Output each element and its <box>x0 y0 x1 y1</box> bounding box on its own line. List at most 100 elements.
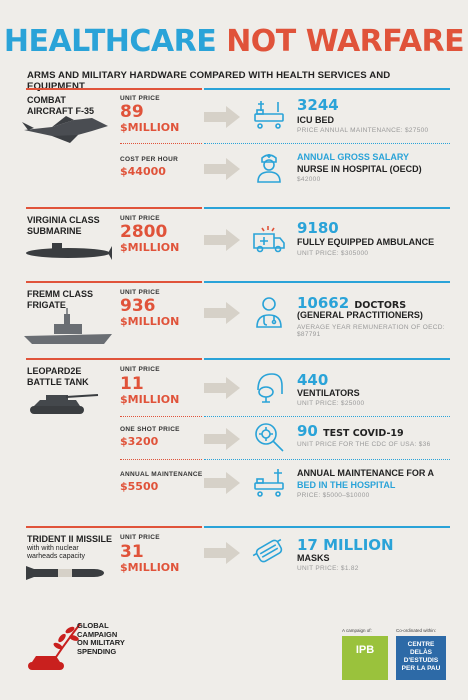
gcoms-title: GLOBAL CAMPAIGN ON MILITARY SPENDING <box>77 621 125 656</box>
price-unit: $MILLION <box>120 315 180 328</box>
centre-delas-line: D'ESTUDIS <box>403 657 439 664</box>
health-value: 3244 <box>297 96 339 114</box>
price-value: $5500 <box>120 480 159 493</box>
divider <box>204 207 450 209</box>
weapon-name-line: VIRGINIA CLASS <box>27 215 100 225</box>
ventilator-icon <box>257 373 283 403</box>
divider <box>204 88 450 90</box>
price-value: 11 $MILLION <box>120 374 180 407</box>
price-unit: $MILLION <box>120 393 180 406</box>
frigate-icon <box>24 308 112 344</box>
health-note: AVERAGE YEAR REMUNERATION OF OECD: $8779… <box>297 324 445 338</box>
divider <box>26 207 202 209</box>
health-item: (GENERAL PRACTITIONERS) <box>297 310 423 320</box>
price-number: 936 <box>120 296 156 316</box>
price-value: $44000 <box>120 165 166 178</box>
weapon-name: COMBAT AIRCRAFT F-35 <box>27 95 94 117</box>
health-note: PRICE ANNUAL MAINTENANCE: $27500 <box>297 127 429 134</box>
divider <box>26 526 202 528</box>
weapon-subtitle-line: with with nuclear <box>27 545 79 552</box>
price-label: COST PER HOUR <box>120 156 179 163</box>
price-unit: $MILLION <box>120 121 180 134</box>
price-label: ANNUAL MAINTENANCE <box>120 471 203 478</box>
health-item: FULLY EQUIPPED AMBULANCE <box>297 237 435 247</box>
gcoms-line: ON MILITARY <box>77 638 125 647</box>
price-number: 89 <box>120 102 144 122</box>
divider <box>204 358 450 360</box>
health-value: 17 MILLION <box>297 536 394 554</box>
health-item: MASKS <box>297 553 330 563</box>
missile-icon <box>26 566 104 580</box>
ipb-logo-text: IPB <box>355 644 375 656</box>
weapon-name-line: FREMM CLASS <box>27 289 93 299</box>
hospital-bed-icon <box>254 469 284 497</box>
weapon-name-line: FRIGATE <box>27 300 66 310</box>
health-value-text: DOCTORS <box>354 300 407 311</box>
health-note: $42000 <box>297 176 321 183</box>
health-item: BED IN THE HOSPITAL <box>297 480 396 490</box>
weapon-name: TRIDENT II MISSILE <box>27 534 113 544</box>
gcoms-line: SPENDING <box>77 646 117 656</box>
gcoms-line: GLOBAL <box>77 621 109 630</box>
price-unit: $MILLION <box>120 561 180 574</box>
centre-delas-line: CENTRE DELÀS <box>407 641 435 656</box>
price-label: UNIT PRICE <box>120 95 160 102</box>
divider <box>120 143 202 144</box>
price-number: 2800 <box>120 222 168 242</box>
price-label: UNIT PRICE <box>120 289 160 296</box>
divider <box>26 281 202 283</box>
price-number: 11 <box>120 374 144 394</box>
health-note: PRICE: $5000–$10000 <box>297 492 370 499</box>
divider <box>204 143 450 144</box>
gcoms-tank-olive-logo <box>28 623 81 670</box>
weapon-name-line: BATTLE TANK <box>27 377 89 387</box>
title-part-2: NOT WARFARE <box>226 24 465 59</box>
price-number: 31 <box>120 542 144 562</box>
divider <box>204 416 450 417</box>
divider <box>204 281 450 283</box>
health-item: NURSE IN HOSPITAL (OECD) <box>297 164 422 174</box>
weapon-name-line: LEOPARD2E <box>27 366 82 376</box>
price-value: 89 $MILLION <box>120 102 180 135</box>
divider <box>120 459 202 460</box>
health-value: 10662 DOCTORS <box>297 295 406 314</box>
centre-delas-logo: CENTRE DELÀS D'ESTUDIS PER LA PAU <box>396 636 446 680</box>
health-item: VENTILATORS <box>297 388 360 398</box>
arrow-icon <box>204 428 240 450</box>
page-subtitle: ARMS AND MILITARY HARDWARE COMPARED WITH… <box>27 70 391 92</box>
divider <box>120 416 202 417</box>
health-value: 90 TEST COVID-19 <box>297 423 404 442</box>
arrow-icon <box>204 106 240 128</box>
health-note: UNIT PRICE: $305000 <box>297 250 369 257</box>
ipb-logo: IPB <box>342 636 388 680</box>
gcoms-line: CAMPAIGN <box>77 629 118 639</box>
doctor-icon <box>256 297 282 328</box>
f35-aircraft-icon <box>22 116 108 143</box>
arrow-icon <box>204 158 240 180</box>
health-item-heading: ANNUAL MAINTENANCE FOR A <box>297 468 434 478</box>
price-label: UNIT PRICE <box>120 215 160 222</box>
weapon-subtitle: with with nuclear warheads capacity <box>27 545 85 561</box>
health-value: 440 <box>297 371 329 389</box>
weapon-name: LEOPARD2E BATTLE TANK <box>27 366 89 388</box>
health-note: UNIT PRICE: $25000 <box>297 400 365 407</box>
weapon-name-line: SUBMARINE <box>27 226 82 236</box>
arrow-icon <box>204 229 240 251</box>
price-value: 31 $MILLION <box>120 542 180 575</box>
weapon-subtitle-line: warheads capacity <box>27 553 85 560</box>
submarine-icon <box>26 243 112 260</box>
health-note: UNIT PRICE: $1.82 <box>297 565 359 572</box>
divider <box>204 459 450 460</box>
arrow-icon <box>204 542 240 564</box>
health-value: 9180 <box>297 219 339 237</box>
health-note: UNIT PRICE FOR THE CDC OF USA: $36 <box>297 441 431 448</box>
price-value: 2800 $MILLION <box>120 222 180 255</box>
price-label: ONE SHOT PRICE <box>120 426 180 433</box>
icu-bed-icon <box>254 101 284 129</box>
divider <box>26 88 202 90</box>
page-title: HEALTHCARE NOT WARFARE <box>0 24 468 59</box>
divider <box>204 526 450 528</box>
weapon-name: VIRGINIA CLASS SUBMARINE <box>27 215 100 237</box>
price-unit: $MILLION <box>120 241 180 254</box>
campaign-of-label: A campaign of: <box>342 628 372 633</box>
